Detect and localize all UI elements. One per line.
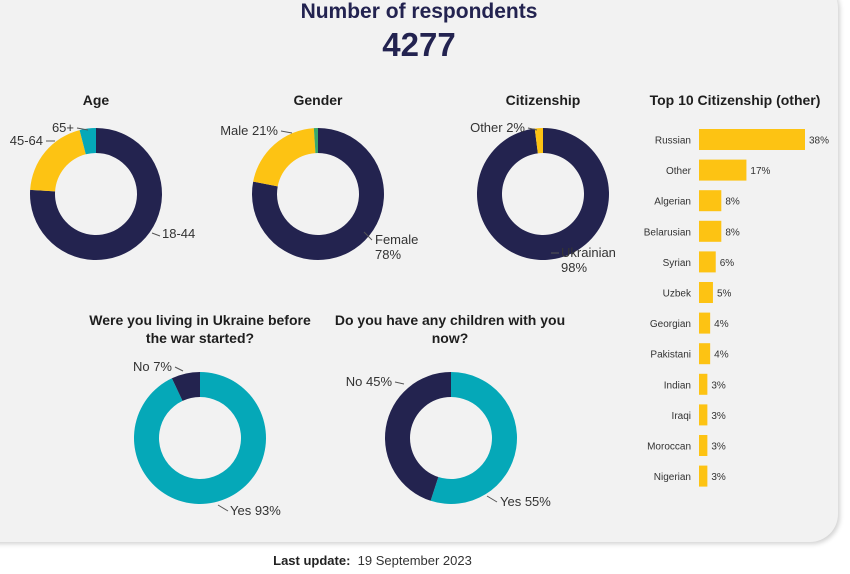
- bar-russian: [699, 129, 805, 150]
- bar-value-label: 3%: [711, 411, 726, 422]
- slice-45-64: [30, 130, 86, 192]
- label-leader-other: [527, 127, 538, 131]
- slice-label-male: Male 21%: [220, 123, 278, 138]
- bar-category-label: Belarusian: [644, 227, 691, 238]
- bar-value-label: 3%: [711, 380, 726, 391]
- bar-value-label: 17%: [750, 166, 770, 177]
- label-leader-yes: [486, 495, 498, 503]
- bar-value-label: 4%: [714, 319, 729, 330]
- bar-syrian: [699, 251, 716, 273]
- bar-category-label: Russian: [655, 136, 691, 147]
- slice-male: [253, 128, 316, 187]
- label-leader-18-44: [151, 232, 161, 237]
- slice-label-female: Female 78%: [375, 232, 418, 262]
- label-leader-no: [394, 381, 405, 385]
- bar-value-label: 8%: [725, 197, 740, 208]
- bar-category-label: Moroccan: [647, 442, 691, 453]
- gender-chart-title: Gender: [293, 92, 343, 108]
- bar-category-label: Georgian: [650, 319, 691, 330]
- slice-label-18-44: 18-44: [162, 226, 195, 241]
- bar-belarusian: [699, 220, 722, 242]
- slice-label-other: Other 2%: [470, 120, 525, 135]
- bar-category-label: Uzbek: [663, 289, 692, 300]
- bar-category-label: Nigerian: [654, 472, 691, 483]
- bar-value-label: 5%: [717, 289, 732, 300]
- bar-category-label: Algerian: [654, 197, 691, 208]
- top-citizenship-chart-title: Top 10 Citizenship (other): [649, 92, 821, 108]
- bar-value-label: 3%: [711, 442, 726, 453]
- bar-uzbek: [699, 282, 713, 303]
- slice-18-44: [29, 128, 163, 260]
- label-leader-female: [363, 231, 373, 241]
- last-update-date: 19 September 2023: [357, 553, 472, 568]
- respondents-count: 4277: [382, 26, 456, 63]
- label-leader-yes: [217, 504, 229, 512]
- slice-label-65: 65+: [52, 120, 74, 135]
- citizenship-chart-title: Citizenship: [505, 92, 581, 108]
- slice-yes: [430, 372, 518, 504]
- bar-algerian: [699, 190, 722, 212]
- label-leader-male: [280, 130, 293, 134]
- slice-no: [385, 372, 451, 501]
- bar-nigerian: [699, 465, 708, 487]
- slice-label-no: No 45%: [346, 374, 393, 389]
- slice-label-45-64: 45-64: [10, 133, 43, 148]
- slice-label-yes: Yes 55%: [500, 494, 551, 509]
- last-update-label: Last update:: [273, 553, 351, 568]
- children-chart-title: Do you have any children with you now?: [334, 312, 566, 346]
- slice-female: [251, 128, 384, 260]
- slice-other: [313, 128, 318, 154]
- bar-indian: [699, 373, 708, 395]
- age-chart-title: Age: [82, 92, 110, 108]
- label-leader-no: [174, 366, 184, 372]
- bar-category-label: Iraqi: [672, 411, 691, 422]
- bar-category-label: Other: [666, 166, 692, 177]
- slice-yes: [133, 372, 266, 505]
- bar-value-label: 6%: [720, 258, 735, 269]
- slice-label-no: No 7%: [133, 359, 172, 374]
- slice-other: [534, 128, 543, 154]
- slice-label-yes: Yes 93%: [230, 503, 281, 518]
- bar-category-label: Syrian: [663, 258, 691, 269]
- bar-value-label: 3%: [711, 472, 726, 483]
- respondents-title: Number of respondents: [300, 0, 538, 23]
- bar-value-label: 4%: [714, 350, 729, 361]
- living-ukraine-chart-title: Were you living in Ukraine before the wa…: [89, 312, 311, 346]
- bar-value-label: 38%: [809, 136, 829, 147]
- slice-no: [171, 372, 200, 401]
- last-update: Last update: 19 September 2023: [0, 553, 745, 568]
- bar-category-label: Pakistani: [650, 350, 691, 361]
- slice-label-ukrainian: Ukrainian 98%: [561, 245, 616, 275]
- bar-other: [699, 159, 747, 181]
- bar-category-label: Indian: [664, 380, 691, 391]
- slice-65: [79, 128, 96, 155]
- bar-value-label: 8%: [725, 227, 740, 238]
- bar-pakistani: [699, 343, 711, 365]
- bar-moroccan: [699, 435, 708, 456]
- bar-georgian: [699, 312, 711, 334]
- bar-iraqi: [699, 404, 708, 426]
- label-leader-65: [76, 127, 89, 131]
- slice-ukrainian: [477, 128, 609, 261]
